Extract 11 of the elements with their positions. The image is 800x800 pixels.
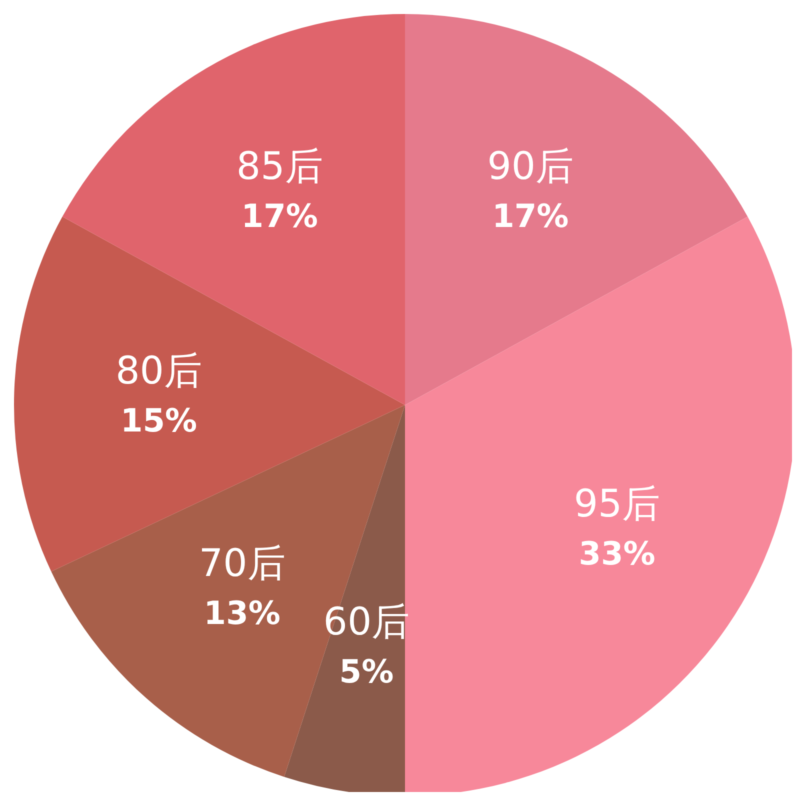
data-label: 17% [492,196,569,235]
data-label: 13% [204,594,280,632]
data-label: 17% [241,196,318,235]
slice-label: 90后 [487,144,574,188]
data-label: 5% [339,652,394,690]
slice-label: 85后 [236,144,323,188]
data-label: 15% [120,401,198,440]
slice-label: 95后 [574,481,660,526]
slice-label: 70后 [198,540,286,585]
slice-label: 80后 [116,348,202,392]
data-label: 33% [578,534,656,572]
